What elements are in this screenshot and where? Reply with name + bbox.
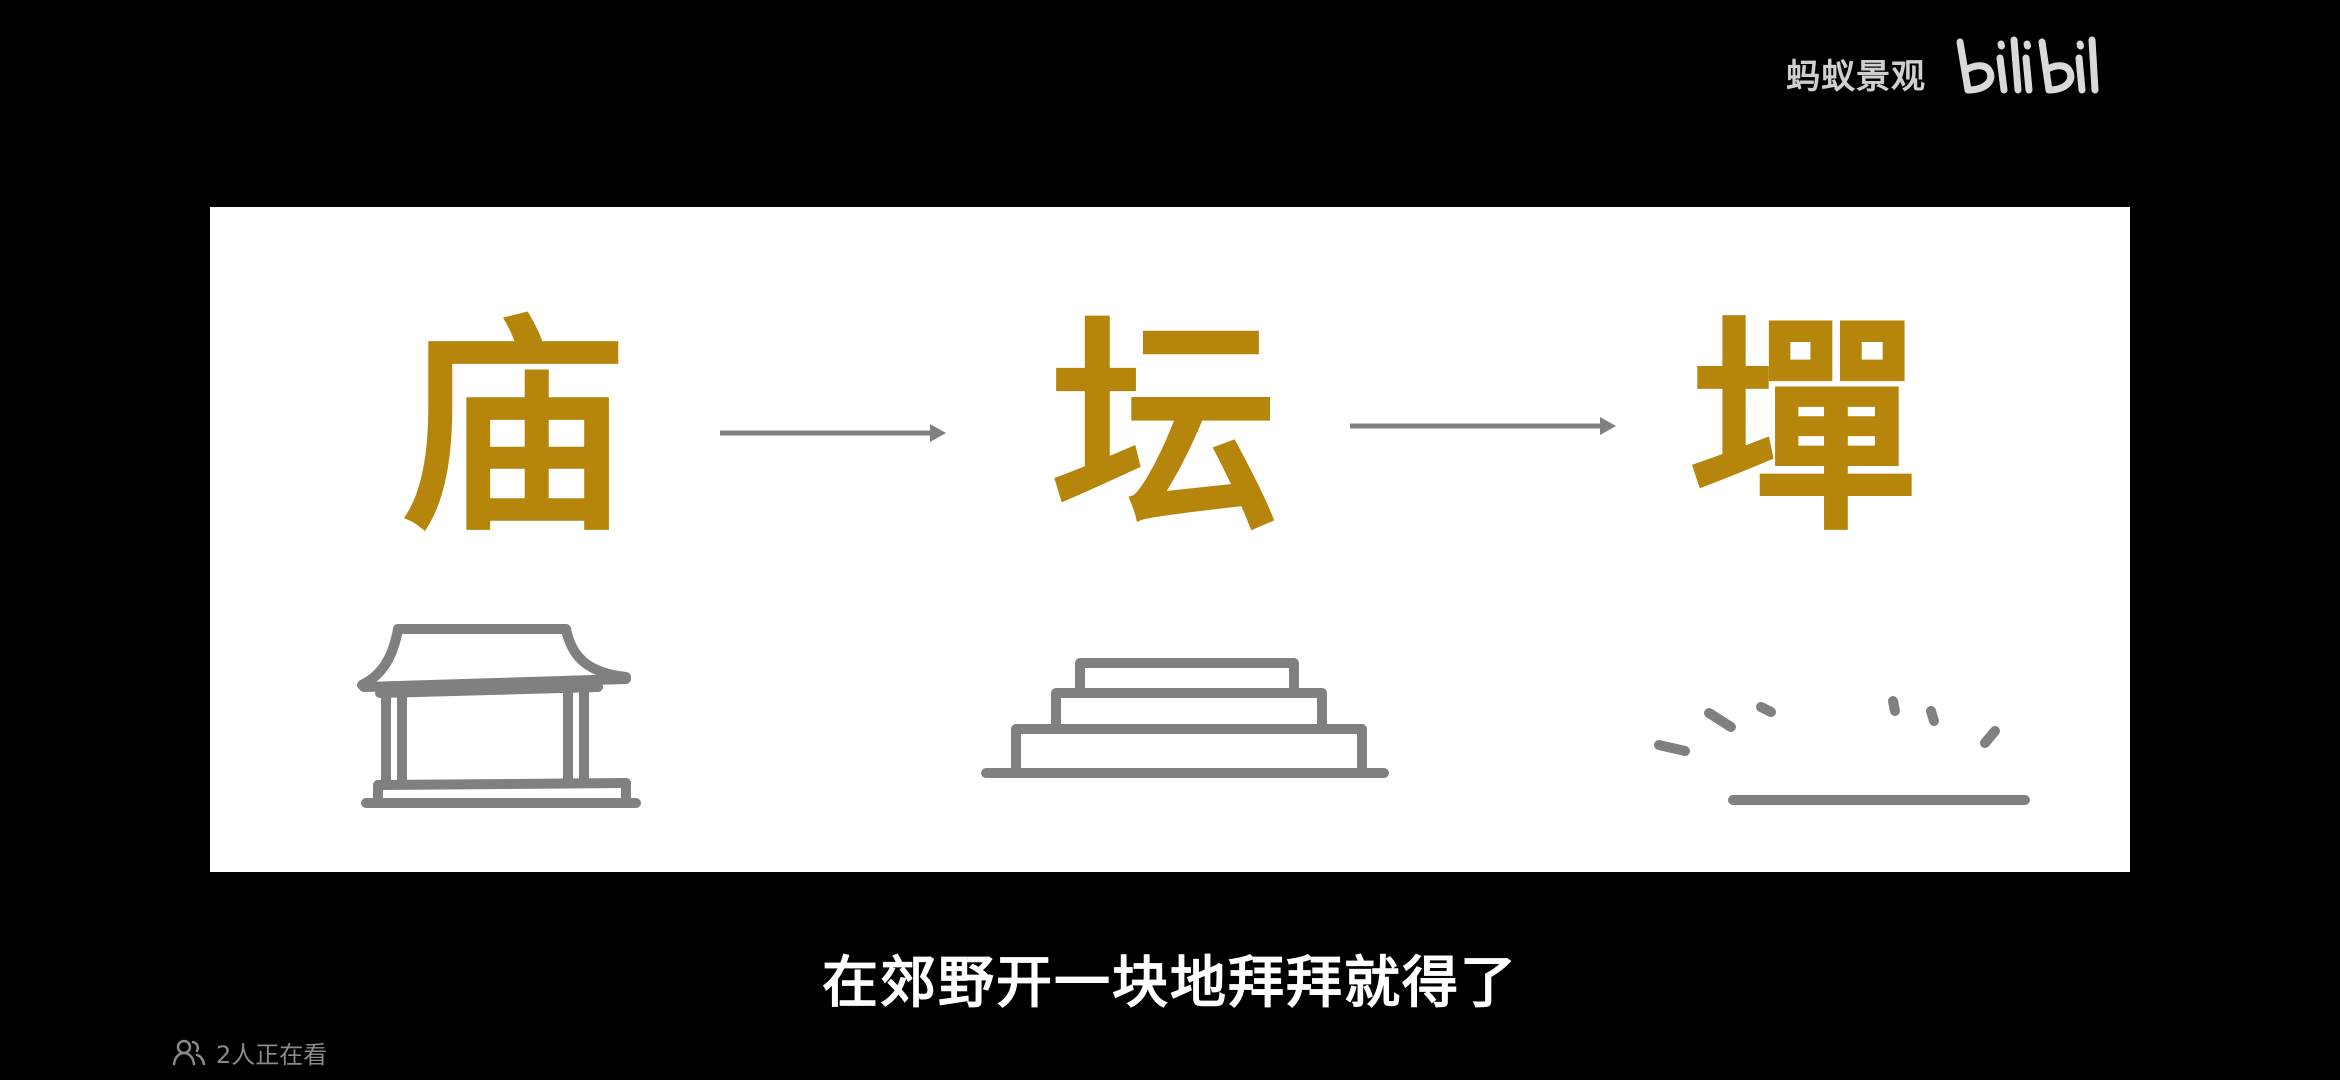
character-cleared-ground: 墠: [1689, 294, 1917, 562]
watermark-channel-name: 蚂蚁景观: [1786, 57, 1926, 97]
temple-building-icon: [357, 624, 641, 808]
video-frame-slide: 庙 坛 墠: [210, 207, 2130, 872]
character-temple: 庙: [399, 294, 627, 562]
viewer-count-text: 2人正在看: [216, 1040, 328, 1069]
bilibili-logo-icon: [1956, 36, 2099, 94]
video-subtitle: 在郊野开一块地拜拜就得了: [822, 951, 1518, 1016]
cleared-ground-icon: [1654, 696, 2030, 805]
arrow-right-icon: [1350, 417, 1616, 435]
stepped-altar-icon: [981, 658, 1389, 778]
viewer-count: 2人正在看: [172, 1037, 328, 1069]
channel-watermark: 蚂蚁景观: [1780, 28, 2120, 108]
viewers-icon: [172, 1039, 206, 1066]
character-altar: 坛: [1051, 294, 1279, 562]
arrow-right-icon: [720, 424, 946, 442]
